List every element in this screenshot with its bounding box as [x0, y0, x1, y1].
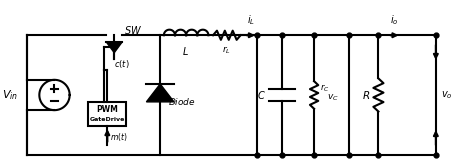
Text: $L$: $L$: [182, 45, 189, 57]
Text: $SW$: $SW$: [124, 24, 143, 36]
Text: PWM: PWM: [96, 106, 118, 115]
Text: $r_L$: $r_L$: [222, 44, 231, 56]
Polygon shape: [107, 42, 122, 53]
Text: $i_o$: $i_o$: [390, 13, 399, 27]
FancyBboxPatch shape: [89, 102, 126, 126]
Text: $v_o$: $v_o$: [441, 89, 453, 101]
Text: $v_C$: $v_C$: [327, 92, 339, 103]
Text: $Diode$: $Diode$: [168, 96, 196, 107]
Text: $r_C$: $r_C$: [319, 82, 329, 94]
Text: GateDrive: GateDrive: [90, 117, 125, 122]
Text: $R$: $R$: [362, 89, 370, 101]
Text: $i_L$: $i_L$: [247, 13, 255, 27]
Text: $C$: $C$: [256, 89, 265, 101]
Polygon shape: [146, 84, 174, 102]
Text: $m(t)$: $m(t)$: [110, 131, 128, 143]
Text: $V_{in}$: $V_{in}$: [2, 88, 18, 102]
Text: $c(t)$: $c(t)$: [114, 58, 130, 70]
